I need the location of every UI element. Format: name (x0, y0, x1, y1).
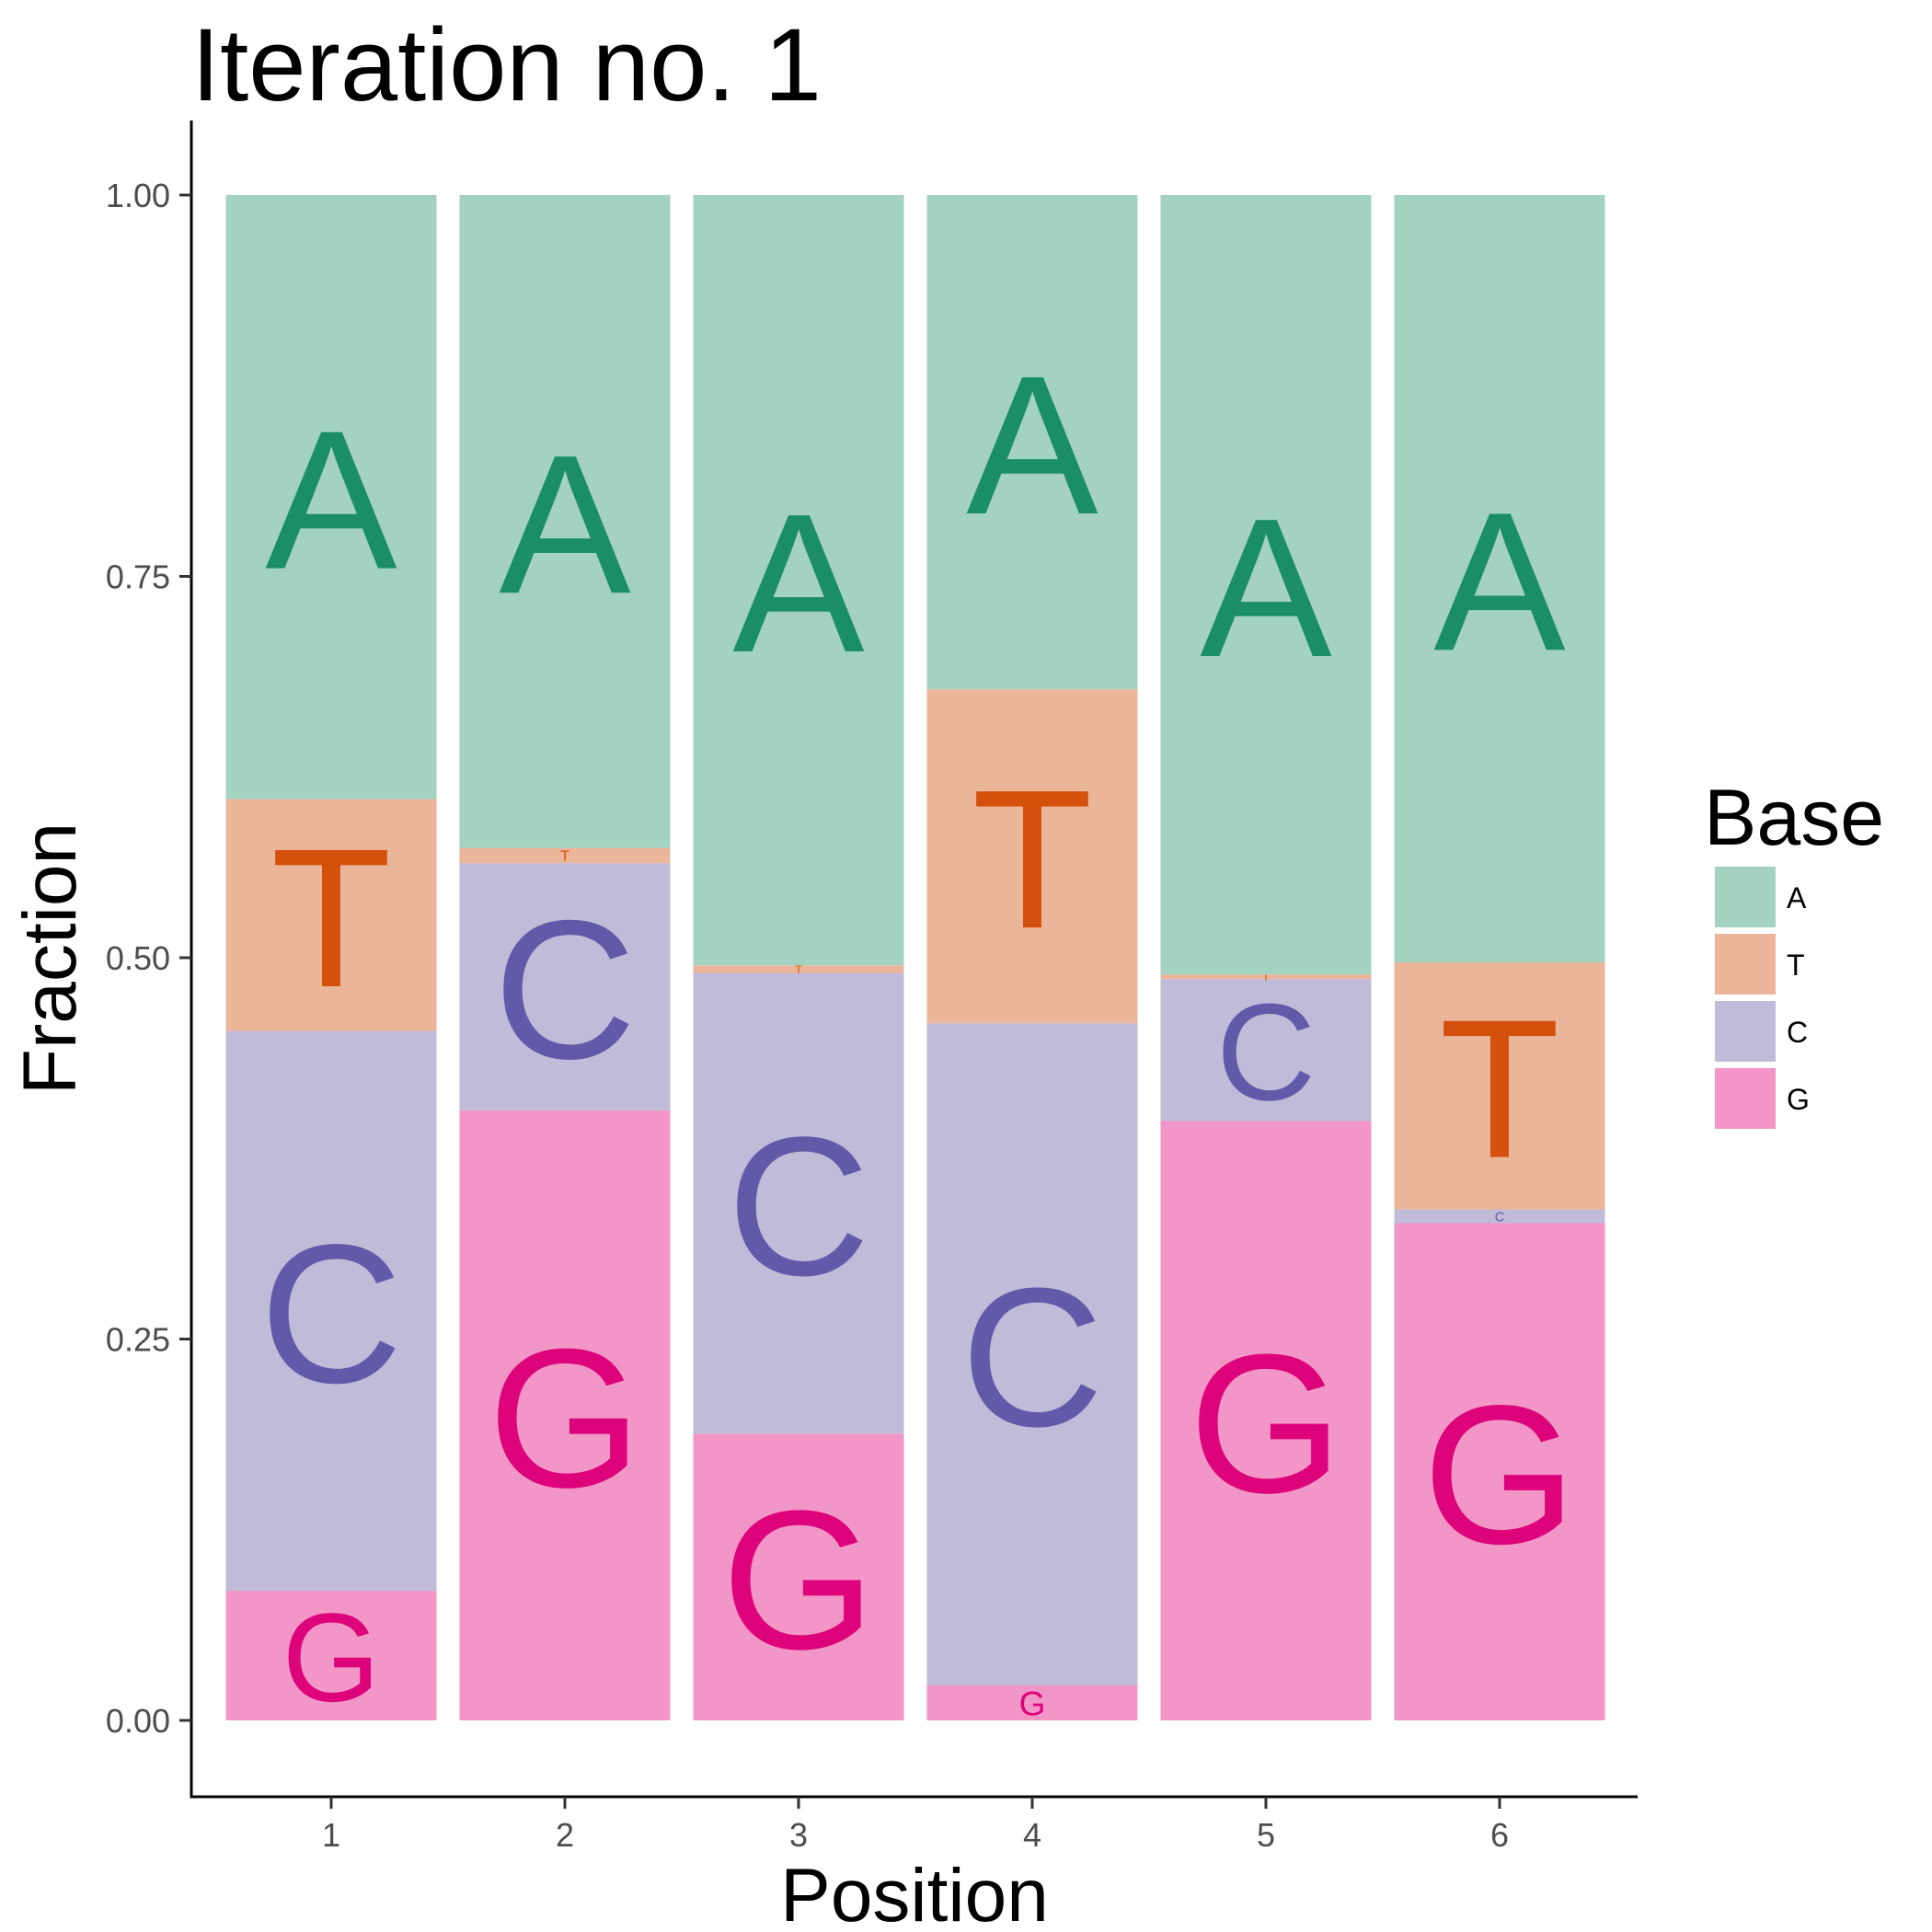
bar-letter-C-pos-4: C (960, 1246, 1103, 1467)
bar-letter-G-pos-4: G (1019, 1684, 1046, 1722)
legend-key-A (1715, 867, 1776, 927)
bar-letter-A-pos-5: A (1200, 477, 1331, 698)
bar-letter-T-pos-6: T (1439, 978, 1559, 1200)
y-tick-label: 0.25 (106, 1321, 170, 1359)
bar-segment-G-pos-3 (693, 1433, 904, 1720)
bar-segment-G-pos-2 (459, 1110, 671, 1720)
legend-label-C: C (1787, 1016, 1808, 1049)
bar-segment-C-pos-2 (459, 863, 671, 1110)
bar-letter-G-pos-2: G (488, 1307, 641, 1529)
bar-segment-C-pos-6 (1394, 1209, 1605, 1224)
bar-letter-G-pos-5: G (1189, 1313, 1342, 1535)
y-axis-title: Fraction (8, 822, 92, 1095)
ticks-layer: 1 2 3 4 5 6 0.00 0.25 0.50 0.75 1.00 (106, 177, 1509, 1854)
x-tick-label: 5 (1257, 1816, 1275, 1854)
bar-letter-A-pos-3: A (732, 472, 864, 694)
bar-segment-G-pos-1 (225, 1591, 437, 1720)
bar-letter-A-pos-2: A (499, 413, 630, 635)
legend-key-G (1715, 1068, 1776, 1129)
bar-letter-C-pos-5: C (1216, 974, 1316, 1129)
bar-segment-T-pos-1 (225, 799, 437, 1031)
y-tick-label: 1.00 (106, 177, 170, 214)
bar-segment-G-pos-5 (1160, 1121, 1372, 1720)
legend-label-A: A (1787, 881, 1807, 914)
bar-letter-G-pos-6: G (1422, 1363, 1576, 1585)
bar-letter-A-pos-6: A (1433, 470, 1565, 692)
x-tick-label: 4 (1023, 1816, 1041, 1854)
bar-segment-C-pos-5 (1160, 979, 1372, 1121)
bar-segment-G-pos-6 (1394, 1223, 1605, 1720)
bar-segment-T-pos-4 (926, 689, 1138, 1024)
bar-segment-A-pos-5 (1160, 195, 1372, 975)
bar-letter-C-pos-6: C (1495, 1210, 1504, 1225)
bar-letter-T-pos-2: T (560, 848, 569, 865)
bar-segment-T-pos-3 (693, 965, 904, 973)
y-tick-label: 0.50 (106, 939, 170, 977)
bar-segment-A-pos-4 (926, 195, 1138, 690)
bar-segment-C-pos-3 (693, 972, 904, 1434)
legend-key-T (1715, 934, 1776, 995)
bar-segment-T-pos-2 (459, 847, 671, 864)
bar-segment-A-pos-6 (1394, 195, 1605, 962)
y-tick-label: 0.75 (106, 558, 170, 596)
legend: Base A T C G (1704, 774, 1884, 1129)
y-tick-label: 0.00 (106, 1702, 170, 1740)
bar-segment-T-pos-6 (1394, 961, 1605, 1210)
bar-segment-C-pos-1 (225, 1030, 437, 1592)
x-tick-label: 6 (1490, 1816, 1509, 1854)
x-tick-label: 1 (322, 1816, 340, 1854)
x-axis-title: Position (780, 1854, 1049, 1932)
bar-letter-G-pos-1: G (282, 1588, 381, 1729)
bar-segment-T-pos-5 (1160, 974, 1372, 980)
bar-segment-A-pos-3 (693, 195, 904, 966)
bar-letter-T-pos-4: T (972, 748, 1092, 970)
bar-letter-A-pos-1: A (265, 389, 397, 611)
bar-letter-T-pos-1: T (270, 807, 391, 1029)
bar-letter-A-pos-4: A (966, 334, 1098, 556)
bar-letter-C-pos-3: C (727, 1095, 869, 1317)
bar-segment-A-pos-1 (225, 195, 437, 799)
chart-title: Iteration no. 1 (191, 7, 822, 122)
legend-key-C (1715, 1001, 1776, 1062)
x-tick-label: 3 (789, 1816, 808, 1854)
bar-segment-A-pos-2 (459, 195, 671, 848)
legend-label-G: G (1787, 1083, 1810, 1116)
bar-letter-C-pos-2: C (493, 879, 636, 1100)
bar-letter-T-pos-3: T (795, 963, 802, 976)
bar-segment-C-pos-4 (926, 1023, 1138, 1685)
bar-letter-G-pos-3: G (721, 1469, 875, 1691)
bar-segment-G-pos-4 (926, 1685, 1138, 1720)
bar-letter-C-pos-1: C (259, 1202, 402, 1424)
x-tick-label: 2 (556, 1816, 574, 1854)
bar-letter-T-pos-5: T (1262, 971, 1270, 983)
legend-title: Base (1704, 774, 1884, 862)
legend-label-T: T (1787, 949, 1805, 982)
